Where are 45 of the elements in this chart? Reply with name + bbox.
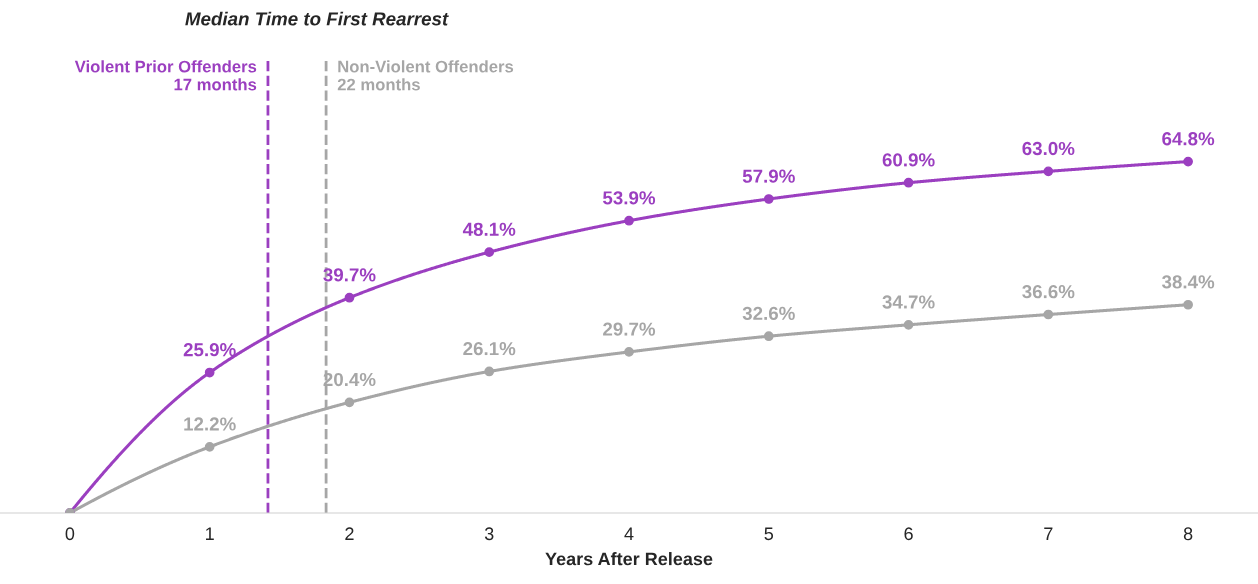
data-label: 34.7% — [882, 295, 935, 309]
data-label: 48.1% — [462, 222, 516, 236]
point — [1043, 309, 1054, 320]
point — [763, 194, 774, 204]
data-label: 38.4% — [1161, 275, 1215, 289]
x-tick-label: 5 — [764, 527, 774, 541]
point — [204, 367, 215, 378]
data-label: 32.6% — [742, 306, 795, 321]
point — [484, 366, 495, 377]
data-label: 12.2% — [184, 417, 236, 431]
x-tick-label: 0 — [65, 527, 75, 541]
x-tick-label: 8 — [1183, 527, 1193, 541]
data-label: 57.9% — [742, 169, 795, 183]
x-tick-label: 4 — [624, 527, 634, 540]
data-label: 25.9% — [183, 343, 236, 357]
ref-line-label: Non-Violent Offenders 22 months — [337, 60, 514, 91]
point — [624, 347, 634, 357]
chart-title: Median Time to First Rearrest — [185, 11, 449, 26]
x-tick-label: 7 — [1044, 527, 1053, 540]
data-label: 26.1% — [463, 341, 516, 356]
point — [344, 397, 355, 408]
data-label: 39.7% — [323, 268, 376, 282]
x-tick-label: 2 — [345, 527, 354, 540]
data-label: 36.6% — [1022, 285, 1075, 299]
data-label: 60.9% — [882, 153, 935, 167]
point — [903, 319, 914, 330]
point — [484, 247, 495, 258]
point — [763, 331, 774, 342]
data-label: 63.0% — [1022, 141, 1075, 156]
point — [1183, 156, 1193, 167]
point — [624, 215, 634, 226]
data-label: 29.7% — [603, 322, 656, 336]
x-tick-label: 6 — [904, 527, 913, 541]
point — [1043, 166, 1054, 177]
x-tick-label: 3 — [484, 527, 494, 541]
x-axis-title: Years After Release — [545, 552, 713, 566]
x-tick-label: 1 — [206, 527, 214, 540]
point — [204, 441, 215, 452]
point — [1183, 299, 1193, 310]
point — [903, 177, 914, 188]
ref-line-label: Violent Prior Offenders 17 months — [74, 60, 257, 91]
point — [344, 292, 355, 303]
data-label: 64.8% — [1162, 132, 1215, 146]
data-label: 20.4% — [323, 372, 376, 387]
data-label: 53.9% — [603, 191, 656, 205]
